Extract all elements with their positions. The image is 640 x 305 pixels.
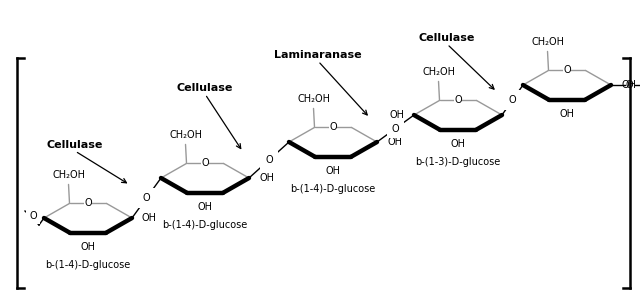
Text: Cellulase: Cellulase [47, 140, 103, 150]
Text: b-(1-3)-D-glucose: b-(1-3)-D-glucose [415, 157, 500, 167]
Text: O: O [143, 193, 150, 203]
Text: O: O [329, 122, 337, 132]
Text: O: O [509, 95, 516, 105]
Text: OH: OH [259, 173, 274, 183]
Text: OH: OH [621, 80, 636, 90]
Text: b-(1-4)-D-glucose: b-(1-4)-D-glucose [45, 260, 131, 270]
Text: O: O [454, 95, 462, 106]
Text: OH: OH [389, 110, 404, 120]
Text: b-(1-4)-D-glucose: b-(1-4)-D-glucose [291, 184, 376, 194]
Text: OH: OH [81, 242, 95, 252]
Text: OH: OH [198, 202, 212, 212]
Text: CH₂OH: CH₂OH [52, 170, 85, 181]
Text: CH₂OH: CH₂OH [169, 131, 202, 140]
Text: CH₂OH: CH₂OH [422, 67, 455, 77]
Text: CH₂OH: CH₂OH [297, 95, 330, 104]
Text: OH: OH [451, 138, 465, 149]
Text: b-(1-4)-D-glucose: b-(1-4)-D-glucose [163, 220, 248, 230]
Text: CH₂OH: CH₂OH [531, 38, 564, 48]
Text: OH: OH [142, 213, 157, 223]
Text: O: O [29, 211, 37, 221]
Text: O: O [84, 199, 92, 208]
Text: O: O [265, 155, 273, 165]
Text: Cellulase: Cellulase [177, 83, 233, 93]
Text: OH: OH [326, 166, 340, 176]
Text: Laminaranase: Laminaranase [274, 50, 362, 60]
Text: O: O [563, 66, 571, 75]
Text: OH: OH [559, 109, 575, 119]
Text: Cellulase: Cellulase [419, 33, 475, 43]
Text: O: O [201, 158, 209, 168]
Text: O: O [625, 80, 633, 90]
Text: OH: OH [387, 137, 402, 147]
Text: O: O [392, 124, 399, 134]
